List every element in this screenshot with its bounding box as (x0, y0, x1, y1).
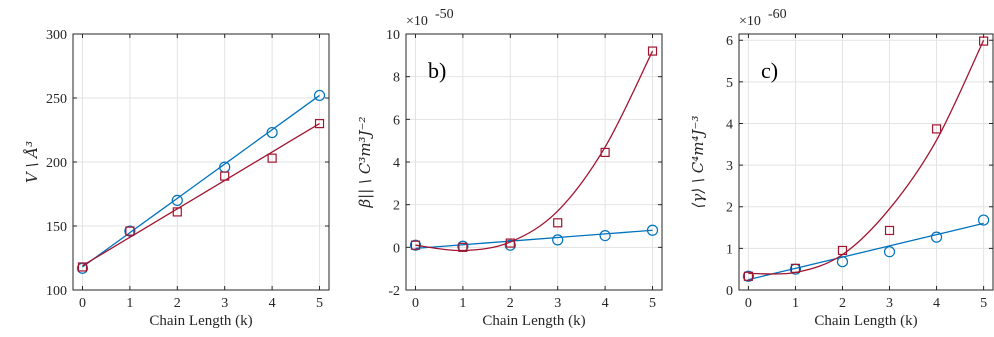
x-tick-label: 4 (933, 296, 940, 311)
data-point-circle (742, 270, 755, 282)
x-tick-label: 1 (459, 296, 466, 311)
y-tick-label: 300 (46, 28, 67, 43)
data-point-square (125, 226, 135, 236)
data-point-square (458, 242, 468, 252)
data-point-circle (883, 246, 896, 258)
y-tick-label: 2 (393, 199, 400, 214)
y-tick-label: 5 (726, 76, 733, 91)
x-axis-label: Chain Length (k) (482, 313, 585, 329)
y-tick-label: 0 (393, 241, 400, 256)
y-axis-label: ⟨γ⟩ \ C⁴m⁴J⁻³ (689, 116, 707, 209)
y-tick-label: 250 (46, 92, 67, 107)
panel-label: c) (761, 58, 778, 83)
data-point-circle (552, 234, 564, 246)
plot-area (739, 34, 993, 290)
y-axis-label: V \ Å³ (23, 141, 41, 183)
data-point-square (267, 153, 277, 163)
y-tick-label: 6 (726, 34, 733, 49)
panel-label: b) (428, 58, 446, 83)
y-tick-label: 4 (393, 156, 400, 171)
x-tick-label: 0 (412, 296, 419, 311)
x-tick-label: 5 (316, 296, 323, 311)
data-point-square (77, 262, 88, 272)
y-tick-label: 1 (726, 242, 733, 257)
data-point-square (978, 36, 989, 46)
axis-exponent: ×10 (406, 14, 428, 29)
fit-line-series-2 (82, 123, 320, 267)
data-point-circle (313, 89, 326, 102)
data-point-circle (124, 225, 136, 237)
data-point-square (647, 46, 658, 56)
x-tick-label: 2 (174, 296, 181, 311)
data-point-square (884, 225, 895, 236)
y-tick-label: 150 (46, 220, 67, 235)
x-tick-label: 1 (792, 296, 799, 311)
data-point-square (553, 218, 563, 228)
y-tick-label: 200 (46, 156, 67, 171)
data-point-circle (977, 214, 990, 226)
data-point-square (220, 171, 230, 181)
chart-panel-1: 0 1 2 3 4 5 100 150 200 250 300 Chain Length (k) V \… (23, 28, 330, 329)
y-tick-label: 10 (386, 28, 400, 43)
data-point-circle (409, 239, 422, 251)
x-tick-label: 2 (839, 296, 846, 311)
axes-box (738, 33, 994, 291)
y-tick-label: 4 (726, 117, 733, 132)
y-tick-label: 0 (726, 284, 733, 299)
data-point-circle (266, 126, 278, 139)
data-point-square (600, 147, 610, 157)
data-point-square (790, 263, 801, 273)
data-point-square (505, 238, 515, 248)
x-axis-label: Chain Length (k) (814, 313, 917, 329)
x-tick-label: 2 (507, 296, 514, 311)
chart-panel-2: 0 1 2 3 4 5 -2 0 2 4 6 8 10 Chain Length (k) β|| \ C³m… (356, 7, 663, 329)
data-point-square (410, 240, 421, 250)
x-tick-label: 4 (269, 296, 276, 311)
data-point-square (837, 245, 848, 256)
axis-exponent-power: -60 (768, 7, 787, 22)
data-point-circle (930, 231, 943, 243)
chart-panel-3: 0 1 2 3 4 5 0 1 2 3 4 5 6 Chain Length (k) ⟨γ⟩ \ C⁴m⁴J… (689, 7, 994, 329)
data-point-circle (599, 230, 611, 242)
y-tick-label: -2 (388, 284, 400, 299)
y-tick-label: 6 (393, 113, 400, 128)
x-tick-label: 0 (79, 296, 86, 311)
data-point-square (172, 207, 182, 217)
x-tick-label: 4 (602, 296, 609, 311)
x-tick-label: 5 (649, 296, 656, 311)
x-tick-label: 1 (126, 296, 133, 311)
x-tick-label: 3 (221, 296, 228, 311)
data-point-circle (504, 239, 516, 251)
x-axis-label: Chain Length (k) (149, 313, 252, 329)
y-tick-label: 2 (726, 201, 733, 216)
y-axis-label: β|| \ C³m³J⁻² (356, 116, 374, 208)
data-point-circle (836, 256, 849, 268)
data-point-circle (171, 194, 183, 206)
fit-line-series-2 (415, 50, 654, 252)
data-point-square (314, 118, 325, 129)
data-point-circle (646, 224, 659, 236)
data-point-square (931, 124, 942, 134)
y-tick-label: 100 (46, 284, 67, 299)
y-tick-label: 3 (726, 159, 733, 174)
y-tick-label: 8 (393, 71, 400, 86)
axis-exponent-power: -50 (435, 7, 454, 22)
data-point-square (743, 271, 754, 281)
x-tick-label: 3 (886, 296, 893, 311)
x-tick-label: 3 (554, 296, 561, 311)
axis-exponent: ×10 (739, 14, 761, 29)
x-tick-label: 0 (745, 296, 752, 311)
x-tick-label: 5 (980, 296, 987, 311)
